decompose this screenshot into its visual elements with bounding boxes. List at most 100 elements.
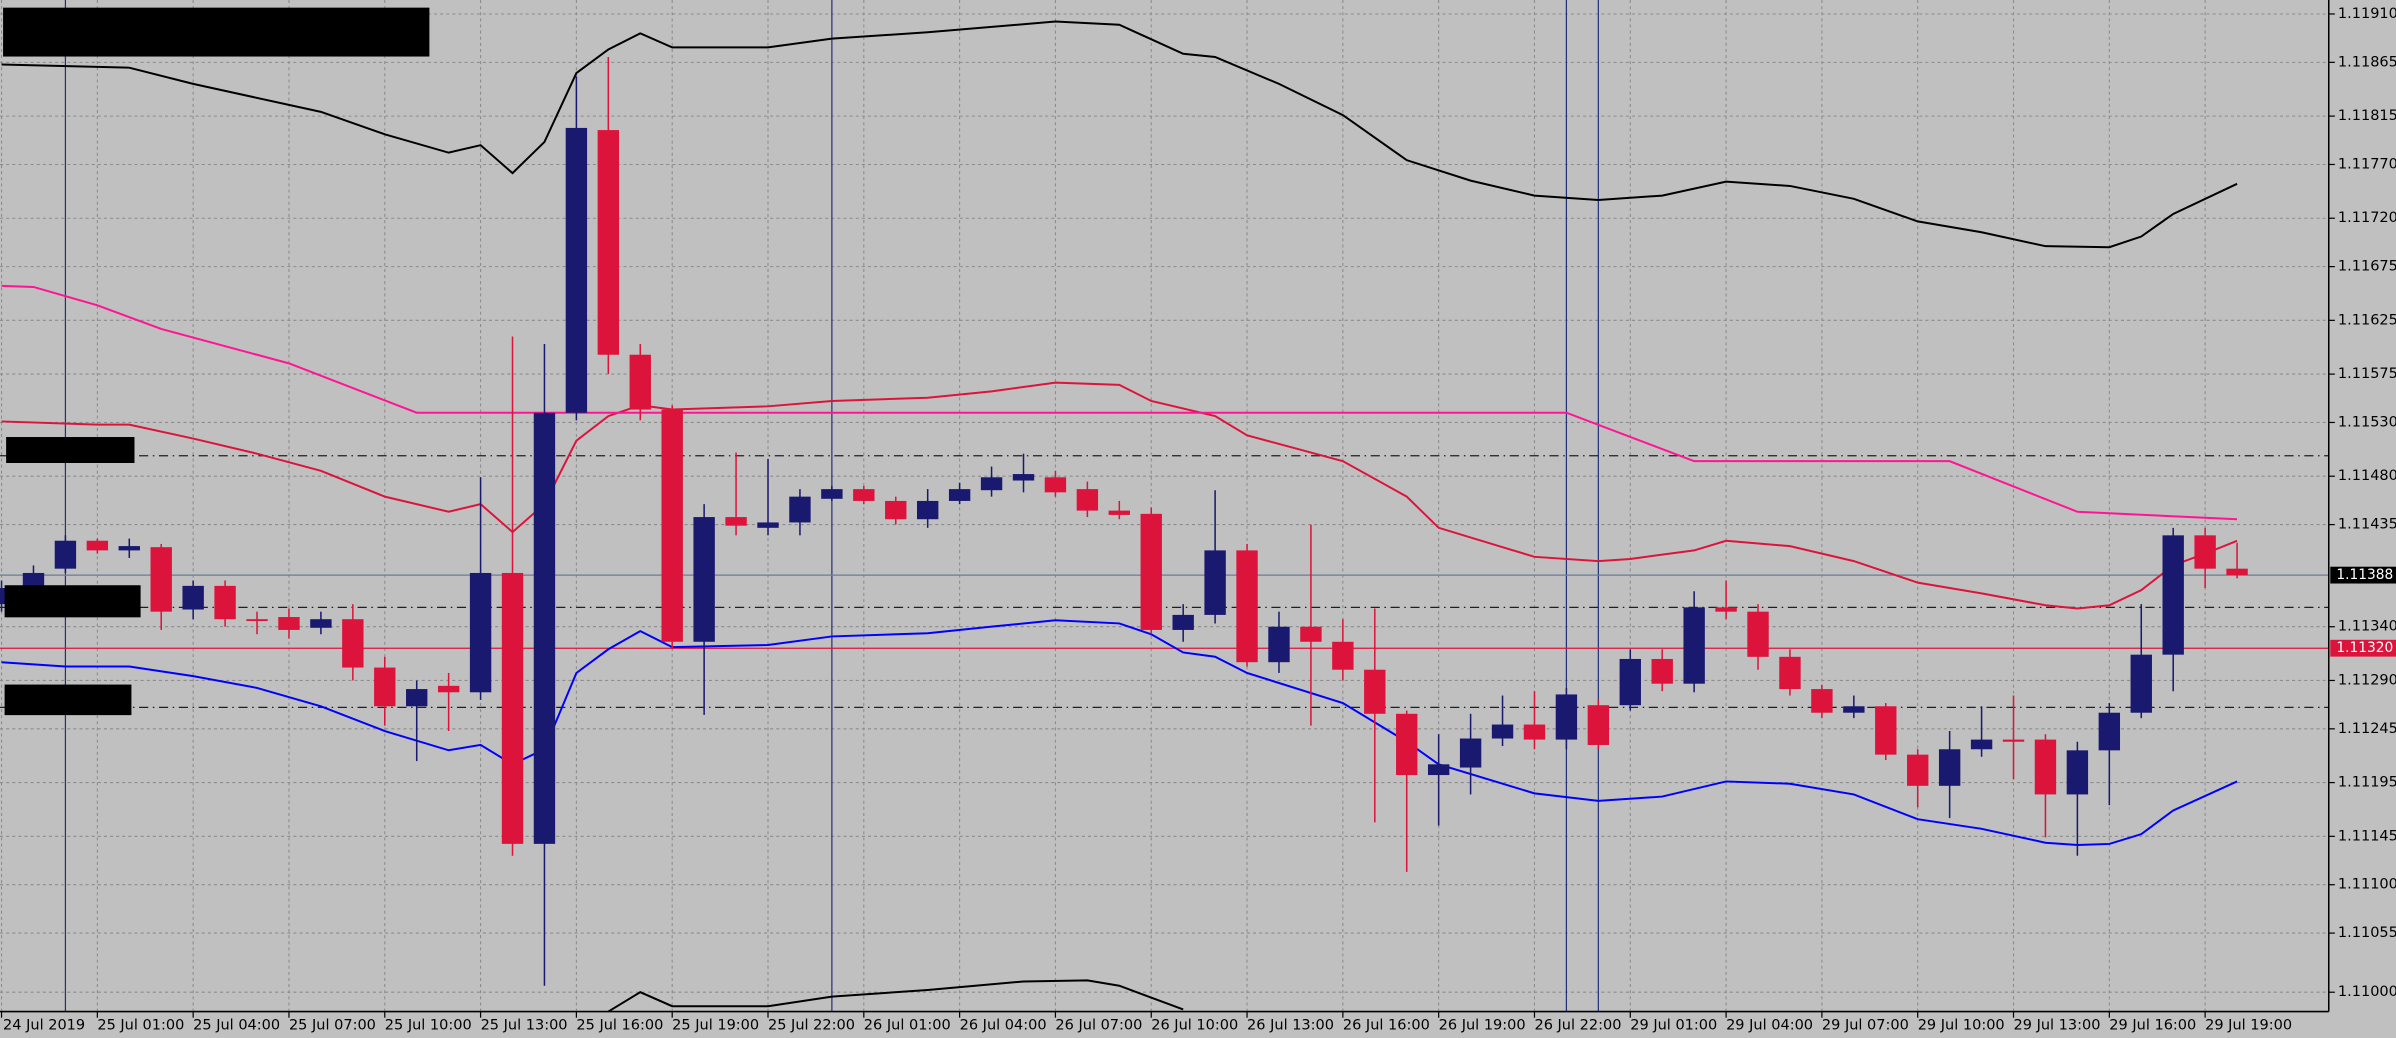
x-tick-label: 29 Jul 04:00 <box>1726 1017 1813 1033</box>
candle-body <box>1938 749 1961 786</box>
candle-body <box>1044 477 1067 493</box>
candle-body <box>1300 626 1322 642</box>
x-tick-label: 25 Jul 22:00 <box>768 1017 855 1033</box>
x-tick-label: 29 Jul 01:00 <box>1630 1017 1717 1033</box>
candle-body <box>1970 739 1993 750</box>
candle-body <box>1811 689 1833 713</box>
candle-body <box>246 619 268 622</box>
candle-body <box>853 489 875 501</box>
x-tick-label: 25 Jul 13:00 <box>481 1017 568 1033</box>
redaction <box>4 684 132 716</box>
x-tick-label: 26 Jul 10:00 <box>1151 1017 1238 1033</box>
candle-body <box>948 489 971 501</box>
x-tick-label: 24 Jul 2019 <box>3 1017 85 1033</box>
y-tick-label: 1.11480 <box>2338 468 2396 484</box>
x-tick-label: 25 Jul 10:00 <box>385 1017 472 1033</box>
x-tick-label: 26 Jul 16:00 <box>1343 1017 1430 1033</box>
candle-body <box>54 540 77 569</box>
x-tick-label: 29 Jul 07:00 <box>1822 1017 1909 1033</box>
candle-body <box>916 500 939 520</box>
price-tag-label: 1.11320 <box>2336 640 2393 656</box>
indicator-line <box>1 20 2238 249</box>
candle-layer <box>0 56 2248 986</box>
y-tick-label: 1.11340 <box>2338 619 2396 635</box>
x-tick-label: 25 Jul 16:00 <box>576 1017 663 1033</box>
y-tick-label: 1.11145 <box>2338 828 2396 844</box>
candle-body <box>533 412 556 844</box>
y-tick-label: 1.11530 <box>2338 414 2396 430</box>
y-tick-label: 1.11290 <box>2338 672 2396 688</box>
indicator-layer <box>1 20 2238 1013</box>
candle-body <box>214 585 236 620</box>
candle-body <box>1204 550 1226 615</box>
candle-body <box>469 572 492 693</box>
candle-body <box>885 500 907 520</box>
candle-body <box>1747 611 1769 657</box>
candle-body <box>757 522 779 528</box>
indicator-line <box>1 381 2238 610</box>
y-tick-label: 1.11815 <box>2338 108 2396 124</box>
y-tick-label: 1.11720 <box>2338 210 2396 226</box>
candle-body <box>1843 706 1865 713</box>
candle-body <box>1523 724 1546 740</box>
candle-body <box>278 617 300 630</box>
candle-body <box>1427 764 1450 776</box>
y-tick-label: 1.11100 <box>2338 877 2396 893</box>
y-tick-label: 1.11575 <box>2338 366 2396 382</box>
candle-body <box>1076 489 1099 511</box>
candle-body <box>1651 658 1673 684</box>
candle-body <box>406 689 428 707</box>
candle-body <box>1587 705 1610 745</box>
y-tick-label: 1.11770 <box>2338 156 2396 172</box>
indicator-line <box>1 619 2238 847</box>
candle-body <box>1715 607 1737 612</box>
candle-body <box>1875 706 1897 755</box>
y-tick-label: 1.11055 <box>2338 925 2396 941</box>
x-tick-label: 29 Jul 19:00 <box>2205 1017 2292 1033</box>
candle-body <box>310 619 332 628</box>
candle-body <box>2226 568 2248 576</box>
price-tag <box>2330 639 2396 657</box>
x-tick-label: 26 Jul 19:00 <box>1439 1017 1526 1033</box>
grid-layer <box>0 0 2329 1012</box>
redaction <box>6 437 135 463</box>
candle-body <box>1619 658 1641 706</box>
candle-body <box>1459 738 1482 768</box>
price-tag <box>2330 566 2396 584</box>
x-tick-label: 26 Jul 04:00 <box>960 1017 1047 1033</box>
x-tick-label: 29 Jul 16:00 <box>2109 1017 2196 1033</box>
candle-body <box>182 585 204 610</box>
candle-body <box>2130 654 2152 713</box>
y-tick-label: 1.11195 <box>2338 775 2396 791</box>
candle-body <box>1012 474 1035 481</box>
price-tag-label: 1.11388 <box>2336 567 2393 583</box>
candle-body <box>1683 607 1705 684</box>
y-tick-label: 1.11675 <box>2338 259 2396 275</box>
candle-body <box>597 130 620 355</box>
candle-body <box>1396 713 1418 776</box>
candle-body <box>1108 510 1131 515</box>
x-tick-label: 26 Jul 07:00 <box>1055 1017 1142 1033</box>
candle-body <box>980 477 1003 491</box>
candle-body <box>1268 626 1290 663</box>
candle-body <box>1364 669 1386 714</box>
candle-body <box>437 685 460 693</box>
candle-body <box>342 619 364 668</box>
candle-body <box>2066 750 2089 795</box>
candle-body <box>118 546 140 551</box>
x-tick-label: 26 Jul 22:00 <box>1534 1017 1621 1033</box>
candle-body <box>2162 535 2184 655</box>
candle-body <box>661 409 683 642</box>
y-tick-label: 1.11865 <box>2338 54 2396 70</box>
candle-body <box>1491 724 1514 739</box>
indicator-line <box>1 284 2238 521</box>
x-tick-label: 26 Jul 01:00 <box>864 1017 951 1033</box>
y-tick-label: 1.11245 <box>2338 721 2396 737</box>
x-tick-label: 25 Jul 01:00 <box>97 1017 184 1033</box>
x-tick-label: 25 Jul 07:00 <box>289 1017 376 1033</box>
candle-body <box>789 496 811 523</box>
x-tick-label: 26 Jul 13:00 <box>1247 1017 1334 1033</box>
